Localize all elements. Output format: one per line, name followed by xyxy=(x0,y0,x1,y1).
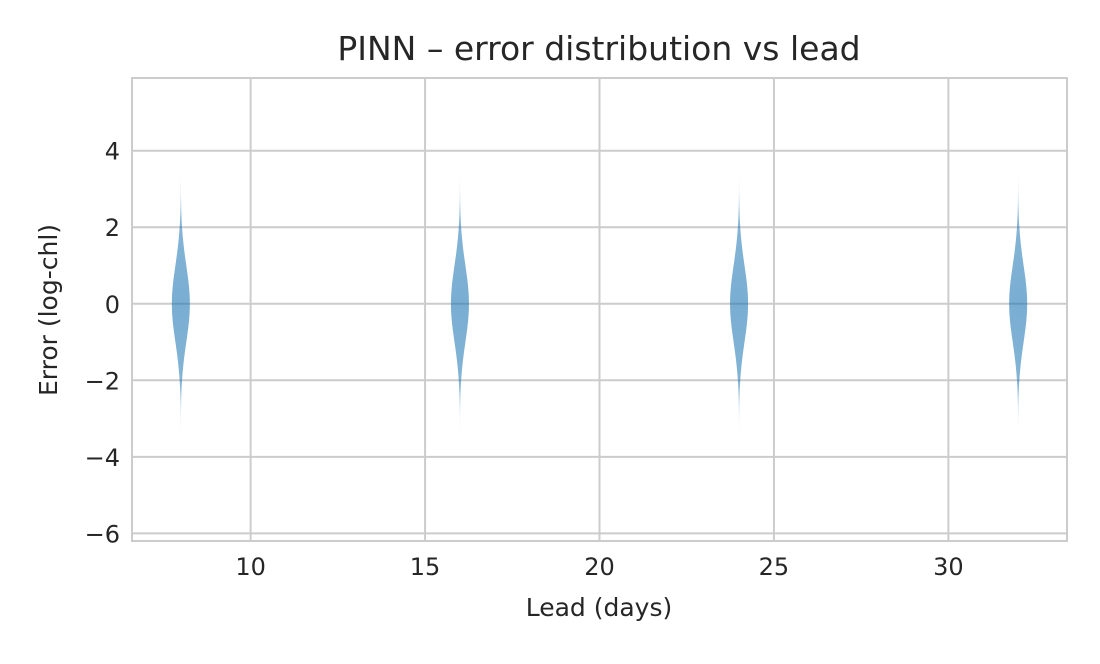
x-tick-label: 15 xyxy=(410,553,441,581)
x-tick-label: 30 xyxy=(933,553,964,581)
plot-frame xyxy=(131,77,1068,542)
y-tick-labels: −6 −4 −2 0 2 4 xyxy=(85,138,120,549)
x-tick-label: 10 xyxy=(235,553,266,581)
y-tick-label: 0 xyxy=(105,291,120,319)
y-tick-label: 4 xyxy=(105,138,120,166)
y-tick-label: −6 xyxy=(85,520,120,548)
chart-title: PINN – error distribution vs lead xyxy=(337,29,860,68)
y-tick-label: −2 xyxy=(85,367,120,395)
x-tick-labels: 10 15 20 25 30 xyxy=(235,553,963,581)
y-axis-label: Error (log-chl) xyxy=(34,224,63,396)
x-tick-label: 25 xyxy=(759,553,790,581)
violin-lead-24 xyxy=(730,158,749,438)
violin-layer xyxy=(171,158,1028,438)
violin-lead-16 xyxy=(450,158,469,438)
y-tick-label: −4 xyxy=(85,444,120,472)
x-axis-label: Lead (days) xyxy=(526,593,673,622)
y-tick-label: 2 xyxy=(105,214,120,242)
violin-lead-8 xyxy=(171,158,190,438)
violin-lead-32 xyxy=(1009,158,1028,438)
grid-layer xyxy=(132,78,1067,541)
x-tick-label: 20 xyxy=(584,553,615,581)
